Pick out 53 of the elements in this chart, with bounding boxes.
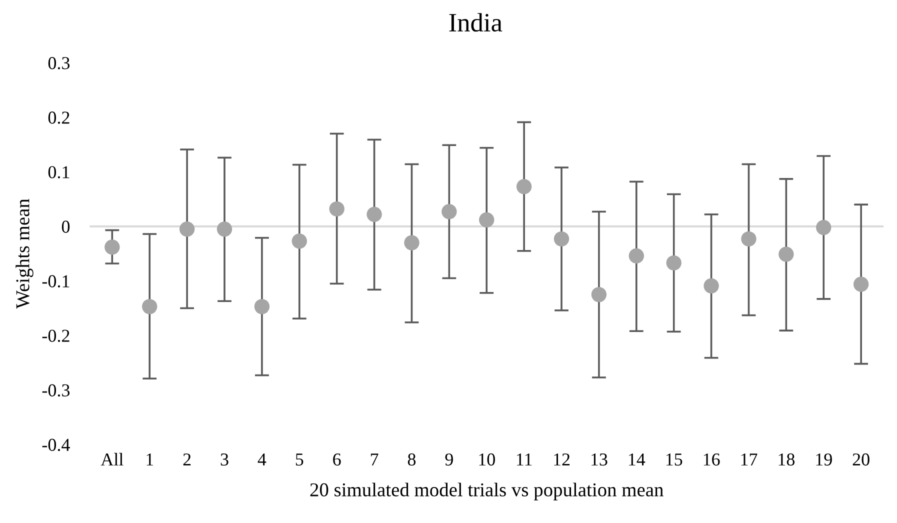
x-tick-label: 18	[778, 453, 795, 466]
x-tick-label: 12	[554, 453, 570, 466]
x-tick-label: 3	[220, 453, 228, 466]
point	[853, 276, 869, 292]
x-tick-label: 20	[852, 453, 870, 466]
point	[142, 298, 158, 314]
x-tick-label: 11	[516, 453, 532, 466]
x-tick-label: 9	[445, 453, 453, 466]
point	[666, 255, 682, 271]
point	[442, 204, 457, 220]
point	[104, 240, 120, 255]
x-tick-label: 16	[704, 453, 720, 466]
x-tick-label: 10	[479, 453, 495, 466]
y-tick-label: -0.3	[42, 384, 70, 397]
x-tick-label: 1	[146, 453, 154, 466]
point	[816, 220, 832, 236]
x-tick-label: 15	[666, 453, 682, 466]
y-tick-label: -0.4	[42, 438, 70, 452]
x-tick-label: All	[100, 452, 124, 466]
y-tick-label: 0	[62, 220, 70, 233]
x-tick-label: 5	[296, 454, 304, 466]
x-tick-label: 13	[592, 453, 608, 466]
point	[778, 246, 794, 262]
x-tick-label: 8	[408, 453, 416, 466]
x-tick-label: 6	[333, 453, 341, 466]
point	[329, 201, 344, 217]
x-axis-title: 20 simulated model trials vs population mean	[310, 482, 664, 500]
point	[628, 248, 644, 264]
x-tick-label: 4	[258, 454, 266, 466]
point	[216, 222, 232, 237]
x-tick-label: 19	[816, 453, 832, 466]
y-tick-label: 0.3	[48, 57, 70, 70]
point	[404, 235, 420, 250]
point	[366, 206, 382, 222]
y-tick-label: 0.1	[48, 166, 70, 178]
y-tick-label: -0.2	[42, 330, 70, 342]
point	[516, 178, 532, 194]
chart-title: India	[449, 13, 502, 32]
point	[591, 286, 607, 302]
point	[741, 231, 756, 247]
x-tick-label: 17	[741, 453, 758, 466]
y-axis-title: Weights mean	[16, 198, 34, 309]
x-tick-label: 2	[183, 453, 191, 466]
point	[254, 298, 270, 314]
point	[179, 222, 195, 237]
x-tick-label: 14	[628, 453, 646, 466]
point	[704, 278, 719, 294]
y-tick-label: -0.1	[42, 275, 70, 288]
x-tick-label: 7	[370, 454, 378, 466]
point	[479, 212, 494, 228]
point	[292, 234, 307, 249]
y-tick-label: 0.2	[48, 112, 70, 124]
point	[554, 231, 570, 247]
